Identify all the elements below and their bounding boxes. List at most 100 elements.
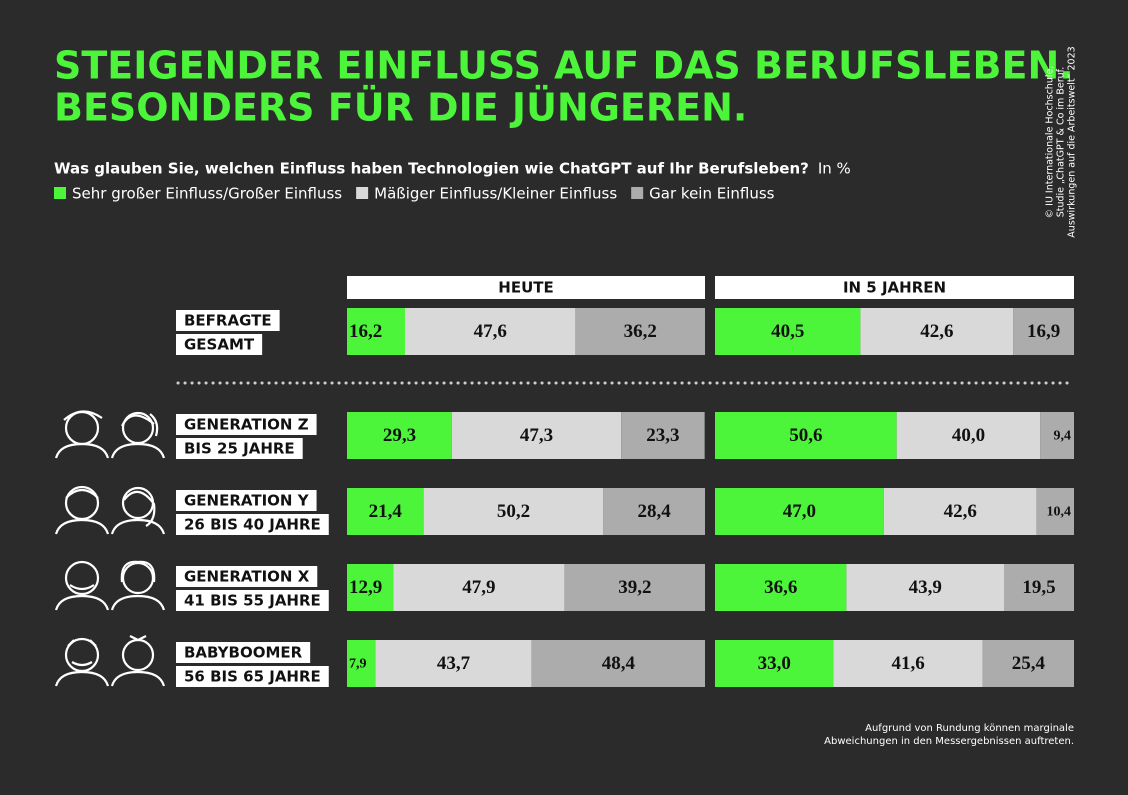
credit-line: Auswirkungen auf die Arbeitswelt“ 2023: [1067, 46, 1078, 237]
category-box: [176, 642, 311, 663]
subtitle: Was glauben Sie, welchen Einfluss haben …: [54, 160, 809, 178]
value-label: 7,9: [349, 657, 367, 672]
bar-segment: [982, 640, 1074, 687]
value-label: 47,0: [783, 501, 816, 522]
category-box: [176, 590, 329, 611]
bar-segment: [451, 412, 622, 459]
title: STEIGENDER EINFLUSS AUF DAS BERUFSLEBEN.: [54, 44, 1074, 88]
credit-line: Studie „ChatGPT & Co im Beruf.: [1056, 67, 1067, 218]
value-label: 33,0: [758, 653, 791, 674]
bar-segment: [883, 488, 1037, 535]
value-label: 39,2: [618, 577, 651, 598]
bar-segment: [846, 564, 1004, 611]
category-box: [176, 666, 329, 687]
value-label: 43,7: [437, 653, 471, 674]
category-box: [176, 414, 317, 435]
value-label: 48,4: [602, 653, 636, 674]
value-label: 21,4: [369, 501, 403, 522]
footnote: Abweichungen in den Messergebnissen auft…: [824, 736, 1074, 747]
category-label: GENERATION Y: [184, 492, 310, 510]
value-label: 16,2: [349, 321, 382, 342]
category-label: BIS 25 JAHRE: [184, 440, 295, 458]
bar-segment: [564, 564, 705, 611]
bar-segment: [347, 640, 376, 687]
value-label: 25,4: [1012, 653, 1046, 674]
value-label: 47,6: [474, 321, 507, 342]
bar-segment: [375, 640, 532, 687]
category-box: [176, 514, 329, 535]
icon-gen-x: [54, 560, 166, 611]
bar-segment: [404, 308, 576, 355]
value-label: 28,4: [638, 501, 672, 522]
legend-label: Gar kein Einfluss: [649, 185, 774, 203]
bar-segment: [423, 488, 604, 535]
value-label: 29,3: [383, 425, 416, 446]
value-label: 12,9: [349, 577, 382, 598]
value-label: 10,4: [1047, 505, 1072, 520]
bar-segment: [1036, 488, 1074, 535]
title: BESONDERS FÜR DIE JÜNGEREN.: [54, 86, 747, 130]
value-label: 40,5: [771, 321, 804, 342]
panel-title: IN 5 JAHREN: [843, 279, 946, 297]
category-label: GENERATION Z: [184, 416, 309, 434]
legend-label: Sehr großer Einfluss/Großer Einfluss: [72, 185, 342, 203]
bar-segment: [833, 640, 983, 687]
panel-header: [347, 276, 705, 299]
value-label: 36,6: [764, 577, 797, 598]
category-box: [176, 310, 280, 331]
bar-segment: [347, 412, 452, 459]
unit: In %: [818, 160, 851, 178]
bar-segment: [347, 564, 394, 611]
legend-swatch: [54, 187, 66, 199]
bar-segment: [715, 308, 861, 355]
bar-segment: [1040, 412, 1074, 459]
category-label: 26 BIS 40 JAHRE: [184, 516, 321, 534]
bar-segment: [575, 308, 705, 355]
bar-segment: [603, 488, 705, 535]
credit-line: © IU Internationale Hochschule,: [1045, 66, 1056, 219]
category-label: GESAMT: [184, 336, 255, 354]
value-label: 47,3: [520, 425, 553, 446]
icons: [54, 410, 166, 687]
category-label: BEFRAGTE: [184, 312, 272, 330]
value-label: 41,6: [892, 653, 925, 674]
category-box: [176, 566, 318, 587]
category-label: 41 BIS 55 JAHRE: [184, 592, 321, 610]
value-label: 42,6: [920, 321, 953, 342]
value-label: 36,2: [624, 321, 657, 342]
panel-title: HEUTE: [498, 279, 553, 297]
value-label: 47,9: [462, 577, 495, 598]
bar-segment: [347, 488, 424, 535]
value-label: 50,2: [497, 501, 530, 522]
category-box: [176, 334, 263, 355]
icon-gen-y: [54, 485, 166, 535]
value-label: 50,6: [789, 425, 822, 446]
category-box: [176, 438, 303, 459]
value-label: 19,5: [1022, 577, 1055, 598]
bar-segment: [1013, 308, 1074, 355]
bar-segment: [347, 308, 405, 355]
icon-gen-z: [54, 410, 166, 459]
bar-segment: [715, 488, 884, 535]
bar-segment: [715, 640, 834, 687]
value-label: 43,9: [909, 577, 942, 598]
panel-header: [715, 276, 1074, 299]
value-label: 16,9: [1027, 321, 1060, 342]
value-label: 42,6: [944, 501, 977, 522]
legend-swatch: [356, 187, 369, 199]
legend-swatch: [631, 187, 644, 199]
value-label: 40,0: [952, 425, 985, 446]
category-label: BABYBOOMER: [184, 644, 303, 662]
value-label: 9,4: [1054, 429, 1072, 444]
legend-label: Mäßiger Einfluss/Kleiner Einfluss: [374, 185, 617, 203]
credit: © IU Internationale Hochschule, Studie „C…: [1045, 46, 1078, 237]
bar-segment: [715, 412, 897, 459]
value-label: 23,3: [646, 425, 679, 446]
bar-segment: [715, 564, 847, 611]
bar-segment: [393, 564, 565, 611]
icon-boomer: [54, 635, 166, 687]
category-box: [176, 490, 317, 511]
bar-segment: [1003, 564, 1074, 611]
category-label: 56 BIS 65 JAHRE: [184, 668, 321, 686]
